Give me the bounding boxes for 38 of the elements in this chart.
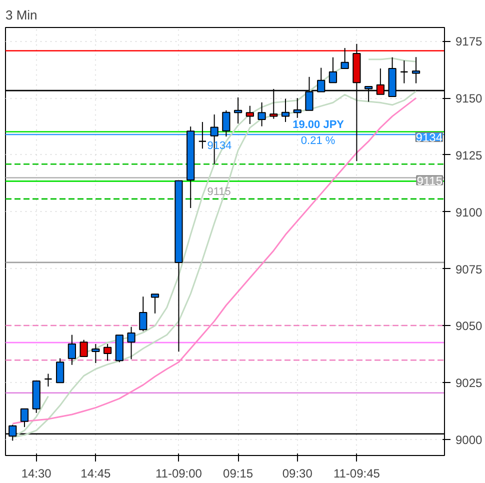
y-tick-label: 9025 [456, 376, 483, 390]
x-tick-label: 11-09:45 [333, 466, 380, 480]
candlestick [92, 343, 100, 364]
y-tick-label: 9150 [456, 92, 483, 106]
y-tick-label: 9125 [456, 148, 483, 162]
y-tick-label: 9050 [456, 319, 483, 334]
candlestick [328, 56, 338, 84]
candlestick [222, 110, 230, 138]
y-tick-label: 9000 [456, 433, 483, 448]
candlestick [139, 296, 148, 332]
candlestick [198, 121, 207, 150]
candlestick [103, 343, 112, 362]
candlestick [412, 56, 420, 84]
x-tick-label: 11-09:00 [155, 466, 202, 480]
candlestick [246, 105, 254, 125]
y-tick-label: 9100 [456, 205, 483, 220]
annotation: 0.21 % [300, 135, 336, 148]
x-tick-label: 14:45 [80, 466, 112, 480]
candlestick [56, 358, 64, 384]
candlestick [68, 334, 76, 366]
candlestick [80, 339, 88, 357]
candlestick [127, 326, 136, 360]
annotation: 19.00 JPY [292, 118, 345, 131]
candlestick [293, 98, 302, 118]
x-tick-label: 09:30 [282, 466, 313, 480]
y-tick-label: 9075 [456, 262, 483, 276]
candlestick [340, 47, 349, 69]
ref-line-label: 9115 [416, 174, 443, 188]
candlestick [258, 102, 266, 127]
candlestick [281, 98, 290, 122]
chart-title: 3 Min [6, 8, 38, 22]
x-tick-label: 14:30 [21, 466, 52, 480]
candlestick [234, 96, 242, 124]
x-tick-label: 09:15 [223, 466, 254, 480]
candlestick [20, 408, 29, 428]
annotation: 9115 [207, 186, 231, 198]
candlestick [150, 294, 160, 314]
y-tick-label: 9175 [456, 34, 483, 49]
